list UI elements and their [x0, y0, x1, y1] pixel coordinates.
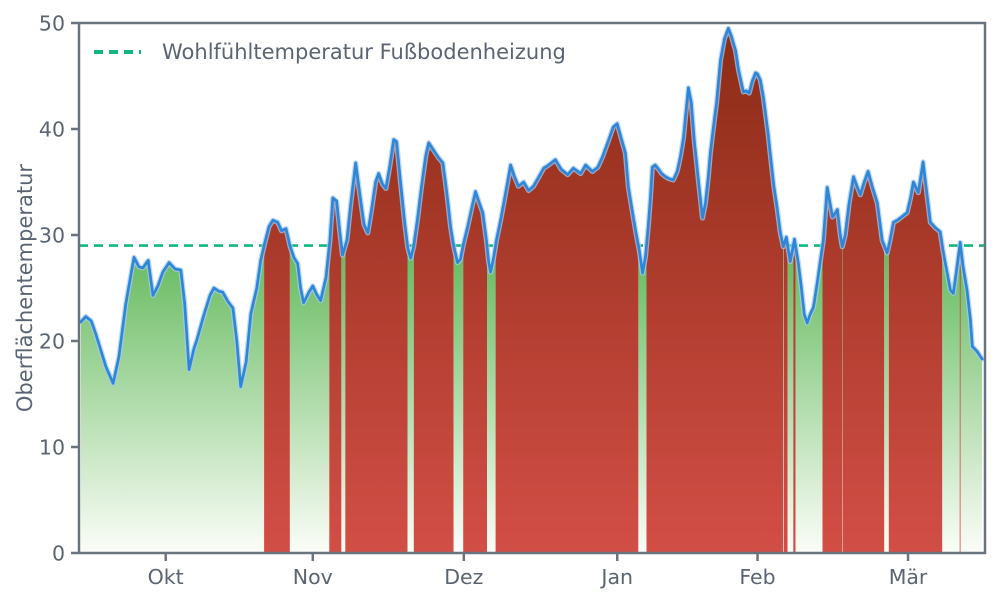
- plot-border: [77, 21, 987, 555]
- area-above-threshold: [463, 191, 487, 553]
- y-tick-label: 0: [52, 541, 65, 565]
- y-tick-label: 50: [39, 11, 65, 35]
- axis-ticks: 0 10 20 30 40 50 Okt Nov Dez Jan Feb Mär: [39, 11, 928, 589]
- y-axis-label: Oberflächentemperatur: [13, 163, 37, 413]
- area-above-threshold: [888, 161, 943, 553]
- area-below-threshold: [453, 245, 464, 553]
- area-above-threshold: [842, 171, 885, 553]
- area-below-threshold: [341, 245, 346, 553]
- area-below-threshold: [289, 245, 330, 553]
- area-above-threshold: [793, 239, 796, 553]
- area-above-threshold: [413, 142, 454, 554]
- y-tick-label: 10: [39, 435, 65, 459]
- area-above-threshold: [822, 187, 843, 554]
- area-above-threshold: [329, 197, 342, 553]
- legend-label: Wohlfühltemperatur Fußbodenheizung: [162, 40, 566, 64]
- y-tick-label: 20: [39, 329, 65, 353]
- area-above-threshold: [264, 220, 290, 553]
- area-below-threshold: [638, 245, 647, 553]
- y-tick-label: 30: [39, 223, 65, 247]
- x-tick-label: Dez: [444, 565, 483, 589]
- area-below-threshold: [787, 245, 794, 553]
- area-above-threshold: [345, 139, 408, 553]
- area-below-threshold: [487, 245, 496, 553]
- temperature-line: [79, 26, 984, 388]
- area-below-threshold: [884, 245, 889, 553]
- area-above-threshold: [495, 123, 639, 553]
- threshold-dash-sample: [94, 50, 141, 54]
- x-tick-label: Okt: [148, 565, 184, 589]
- y-tick-label: 40: [39, 117, 65, 141]
- area-below-threshold: [795, 245, 823, 553]
- area-below-threshold: [80, 245, 265, 553]
- area-below-threshold: [783, 245, 784, 553]
- x-tick-label: Feb: [739, 565, 775, 589]
- x-tick-label: Jan: [599, 565, 633, 589]
- area-below-threshold: [407, 245, 414, 553]
- area-above-threshold: [959, 242, 961, 553]
- x-tick-label: Nov: [293, 565, 333, 589]
- area-above-threshold: [783, 237, 788, 553]
- x-tick-label: Mär: [889, 565, 928, 589]
- legend: Wohlfühltemperatur Fußbodenheizung: [94, 40, 566, 64]
- area-below-threshold: [942, 245, 960, 553]
- area-below-threshold: [960, 245, 983, 553]
